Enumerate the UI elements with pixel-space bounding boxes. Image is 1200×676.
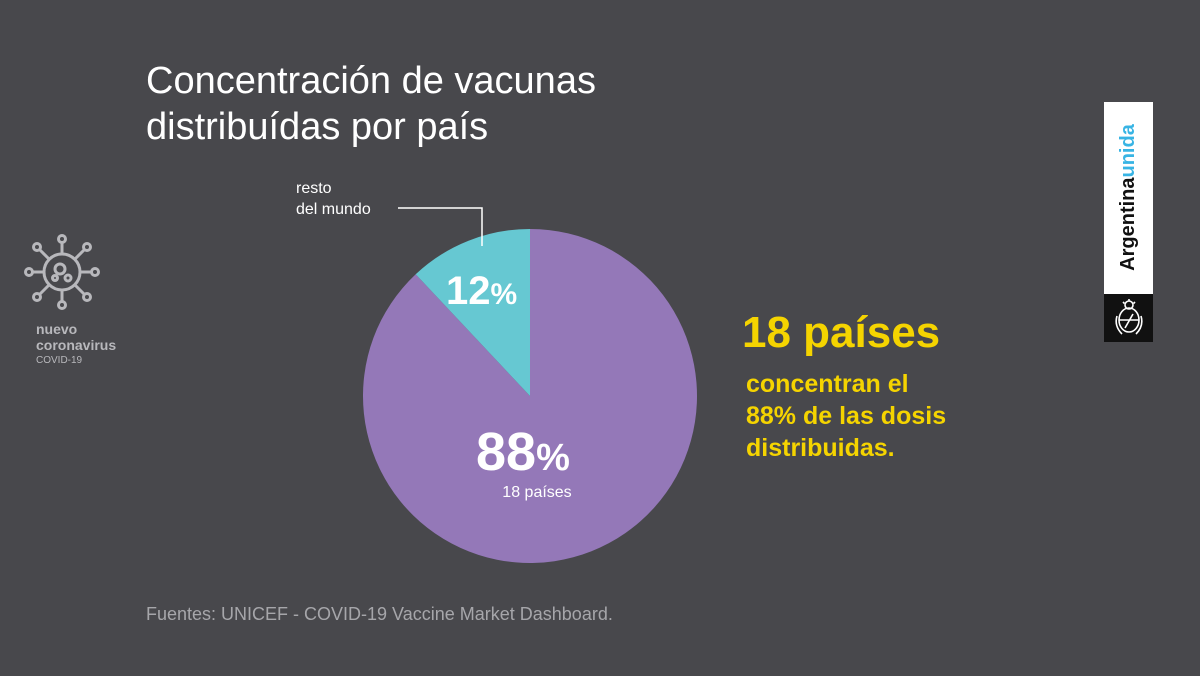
logo-line-2: coronavirus (36, 337, 117, 353)
source-note: Fuentes: UNICEF - COVID-19 Vaccine Marke… (146, 604, 613, 624)
slice-12-label: 12% (446, 269, 517, 313)
pie-slice-88 (362, 229, 697, 563)
argentina-unida-logo: Argentinaunida (1104, 102, 1153, 342)
covid-logo: nuevo coronavirus COVID-19 (24, 234, 134, 369)
slice-88-sublabel: 18 países (502, 484, 571, 501)
page-title: Concentración de vacunas distribuídas po… (146, 58, 596, 150)
slice-88-label: 88% (476, 422, 570, 482)
brand-word-2: unida (1117, 123, 1139, 177)
national-seal-icon (1104, 294, 1153, 342)
title-line-1: Concentración de vacunas (146, 60, 596, 102)
callout-line-1: resto (296, 180, 332, 197)
highlight-line-3: distribuidas. (746, 434, 895, 462)
slice-88-unit: % (536, 437, 570, 479)
logo-line-1: nuevo (36, 321, 78, 337)
callout-line-2: del mundo (296, 201, 371, 218)
brand-word-1: Argentina (1117, 177, 1139, 271)
title-line-2: distribuídas por país (146, 106, 489, 148)
callout-line (398, 207, 483, 246)
highlight-line-2: 88% de las dosis (746, 402, 947, 430)
highlight-body: concentran el 88% de las dosis distribui… (746, 368, 946, 464)
logo-line-3: COVID-19 (36, 355, 83, 366)
highlight-line-1: concentran el (746, 370, 909, 398)
virus-icon (24, 234, 100, 310)
slice-88-value: 88 (476, 422, 536, 482)
highlight-headline: 18 países (742, 308, 941, 357)
pie-slice-12 (415, 229, 530, 396)
slice-12-unit: % (491, 278, 518, 311)
slice-12-value: 12 (446, 269, 491, 313)
